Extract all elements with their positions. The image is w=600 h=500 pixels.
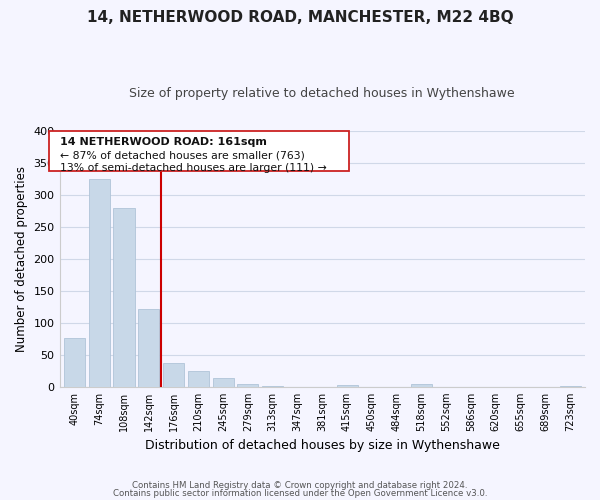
- Bar: [163, 363, 184, 387]
- Text: 14, NETHERWOOD ROAD, MANCHESTER, M22 4BQ: 14, NETHERWOOD ROAD, MANCHESTER, M22 4BQ: [86, 10, 514, 25]
- Bar: [337, 385, 358, 387]
- Text: ← 87% of detached houses are smaller (763): ← 87% of detached houses are smaller (76…: [59, 150, 304, 160]
- Y-axis label: Number of detached properties: Number of detached properties: [15, 166, 28, 352]
- Title: Size of property relative to detached houses in Wythenshawe: Size of property relative to detached ho…: [130, 88, 515, 101]
- Text: 14 NETHERWOOD ROAD: 161sqm: 14 NETHERWOOD ROAD: 161sqm: [59, 137, 266, 147]
- Bar: [212, 378, 233, 387]
- Bar: [188, 371, 209, 387]
- Bar: [238, 384, 259, 387]
- Bar: [560, 386, 581, 387]
- Bar: [262, 386, 283, 387]
- X-axis label: Distribution of detached houses by size in Wythenshawe: Distribution of detached houses by size …: [145, 440, 500, 452]
- Text: Contains public sector information licensed under the Open Government Licence v3: Contains public sector information licen…: [113, 488, 487, 498]
- Text: 13% of semi-detached houses are larger (111) →: 13% of semi-detached houses are larger (…: [59, 163, 326, 173]
- FancyBboxPatch shape: [49, 131, 349, 170]
- Bar: [411, 384, 432, 387]
- Text: Contains HM Land Registry data © Crown copyright and database right 2024.: Contains HM Land Registry data © Crown c…: [132, 481, 468, 490]
- Bar: [89, 179, 110, 387]
- Bar: [113, 208, 134, 387]
- Bar: [64, 338, 85, 387]
- Bar: [138, 308, 160, 387]
